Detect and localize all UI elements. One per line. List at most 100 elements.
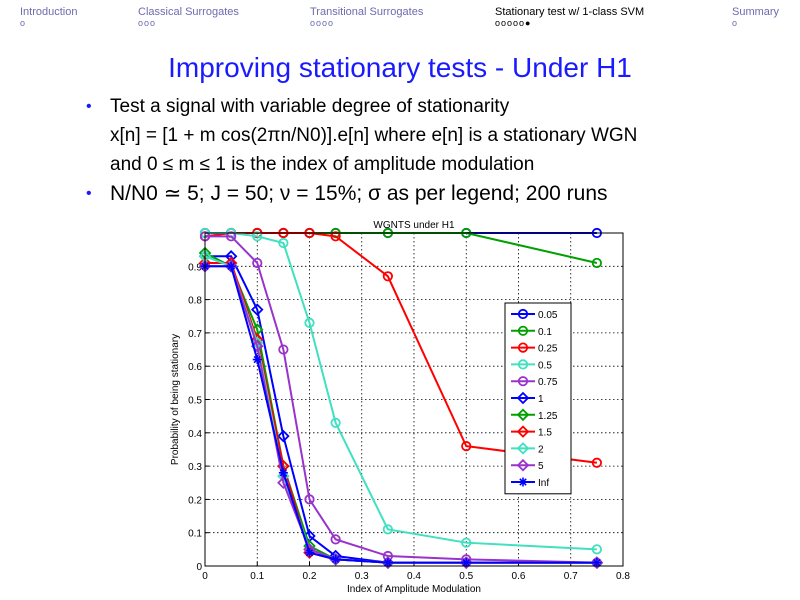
y-tick-label: 0.3 [188, 462, 202, 473]
legend-item: 5 [511, 458, 544, 472]
star-stroke [462, 558, 470, 567]
data-point [252, 355, 262, 365]
bullet-formula: x[n] = [1 + m cos(2πn/N0)].e[n] where e[… [110, 125, 638, 146]
series-0.5 [199, 227, 602, 555]
legend-item: 0.5 [511, 359, 552, 371]
nav-item-introduction[interactable]: Introduction o [20, 6, 77, 29]
nav-progress-dots: o [732, 18, 739, 28]
data-point [304, 317, 315, 329]
legend-label: 5 [538, 461, 544, 472]
data-point [250, 303, 264, 316]
nav-label: Transitional Surrogates [310, 6, 424, 18]
data-point [252, 257, 263, 269]
legend-item: 0.05 [511, 308, 558, 321]
data-point [382, 524, 393, 535]
bullet-item: • N/N0 ≃ 5; J = 50; ν = 15%; σ as per le… [86, 179, 786, 208]
x-tick-label: 0.1 [250, 571, 264, 582]
legend-marker [516, 425, 530, 438]
legend-marker [517, 325, 529, 336]
x-tick-label: 0.2 [303, 571, 317, 582]
nav-progress-dots: o [20, 18, 27, 28]
nav-progress-dots: ooooo● [495, 18, 532, 28]
data-point [330, 417, 341, 428]
y-tick-label: 0.5 [188, 396, 202, 407]
legend-item: 0.1 [511, 325, 552, 338]
y-tick-label: 0.2 [188, 495, 202, 506]
y-tick-label: 0.7 [188, 329, 202, 340]
star-stroke [331, 555, 340, 564]
legend-item: Inf [511, 477, 549, 489]
legend-marker [518, 477, 528, 487]
legend-label: Inf [538, 478, 549, 489]
data-point [226, 261, 236, 271]
legend-marker [516, 391, 530, 405]
section-nav: Introduction o Classical Surrogates ooo … [0, 6, 800, 40]
chart-title: WGNTS under H1 [373, 220, 455, 231]
y-tick-label: 0.6 [188, 362, 202, 373]
data-point [331, 554, 341, 564]
legend-marker [517, 376, 529, 387]
legend-item: 0.75 [511, 376, 558, 388]
data-point [277, 429, 290, 443]
legend-label: 0.1 [538, 327, 552, 338]
nav-item-stationary-test[interactable]: Stationary test w/ 1-class SVM ooooo● [495, 6, 644, 29]
x-tick-label: 0.7 [564, 571, 578, 582]
legend-marker [516, 442, 530, 455]
legend-marker [517, 342, 529, 353]
nav-item-summary[interactable]: Summary o [732, 6, 779, 29]
x-tick-label: 0.4 [407, 571, 421, 582]
data-point [330, 231, 341, 242]
data-point [590, 556, 604, 569]
bullet-item: • Test a signal with variable degree of … [86, 92, 786, 121]
data-point [278, 237, 289, 249]
data-point [461, 537, 472, 548]
legend: 0.05 0.1 0.25 0.5 0.75 1 1.25 1.5 2 5 Inf [504, 302, 572, 495]
nav-progress-dots: ooo [138, 18, 157, 28]
legend-label: 1 [538, 394, 544, 405]
legend-item: 0.25 [511, 342, 558, 355]
data-point [305, 548, 314, 558]
series-0.75 [199, 231, 602, 568]
bullet-list: • Test a signal with variable degree of … [86, 92, 786, 208]
data-point [591, 257, 602, 269]
x-tick-label: 0.8 [616, 571, 630, 582]
bullet-text: and 0 ≤ m ≤ 1 is the index of amplitude … [110, 154, 535, 175]
star-stroke [519, 478, 527, 486]
nav-item-classical-surrogates[interactable]: Classical Surrogates ooo [138, 6, 239, 29]
y-tick-label: 0.1 [188, 529, 202, 540]
star-stroke [253, 355, 261, 364]
nav-label: Summary [732, 6, 780, 18]
bullet-text: Test a signal with variable degree of st… [110, 96, 510, 117]
data-point [591, 544, 602, 555]
nav-item-transitional-surrogates[interactable]: Transitional Surrogates oooo [310, 6, 423, 29]
x-tick-label: 0 [202, 571, 208, 582]
data-point [278, 344, 289, 355]
legend-marker [516, 458, 530, 472]
legend-label: 1.5 [538, 428, 552, 439]
x-tick-label: 0.6 [512, 571, 526, 582]
chart: 0 0.1 0.2 0.3 0.4 0.5 0.6 0.7 0.8 0 0.1 0.2 0.3 0.4 0.… [170, 220, 630, 595]
x-axis-label: Index of Amplitude Modulation [347, 584, 481, 595]
nav-progress-dots: oooo [310, 18, 335, 28]
bullet-continuation: x[n] = [1 + m cos(2πn/N0)].e[n] where e[… [86, 121, 786, 150]
data-point [224, 260, 238, 273]
series-line [205, 232, 597, 551]
legend-label: 0.25 [538, 344, 558, 355]
star-stroke [227, 262, 235, 271]
series-Inf [200, 261, 602, 568]
y-axis-label: Probability of being stationary [170, 334, 181, 465]
data-point [382, 271, 393, 282]
data-point [304, 494, 315, 505]
star-stroke [305, 548, 314, 557]
bullet-marker: • [86, 185, 92, 202]
data-point [461, 441, 472, 452]
legend-label: 2 [538, 444, 544, 455]
bullet-text: N/N0 ≃ 5; J = 50; ν = 15%; σ as per lege… [110, 182, 608, 205]
data-point [591, 457, 602, 468]
legend-label: 0.75 [538, 377, 558, 388]
y-tick-label: 0.8 [188, 296, 202, 307]
y-tick-label: 0.4 [188, 429, 202, 440]
legend-marker [516, 408, 530, 422]
nav-label: Stationary test w/ 1-class SVM [495, 6, 645, 18]
data-point [381, 556, 395, 569]
